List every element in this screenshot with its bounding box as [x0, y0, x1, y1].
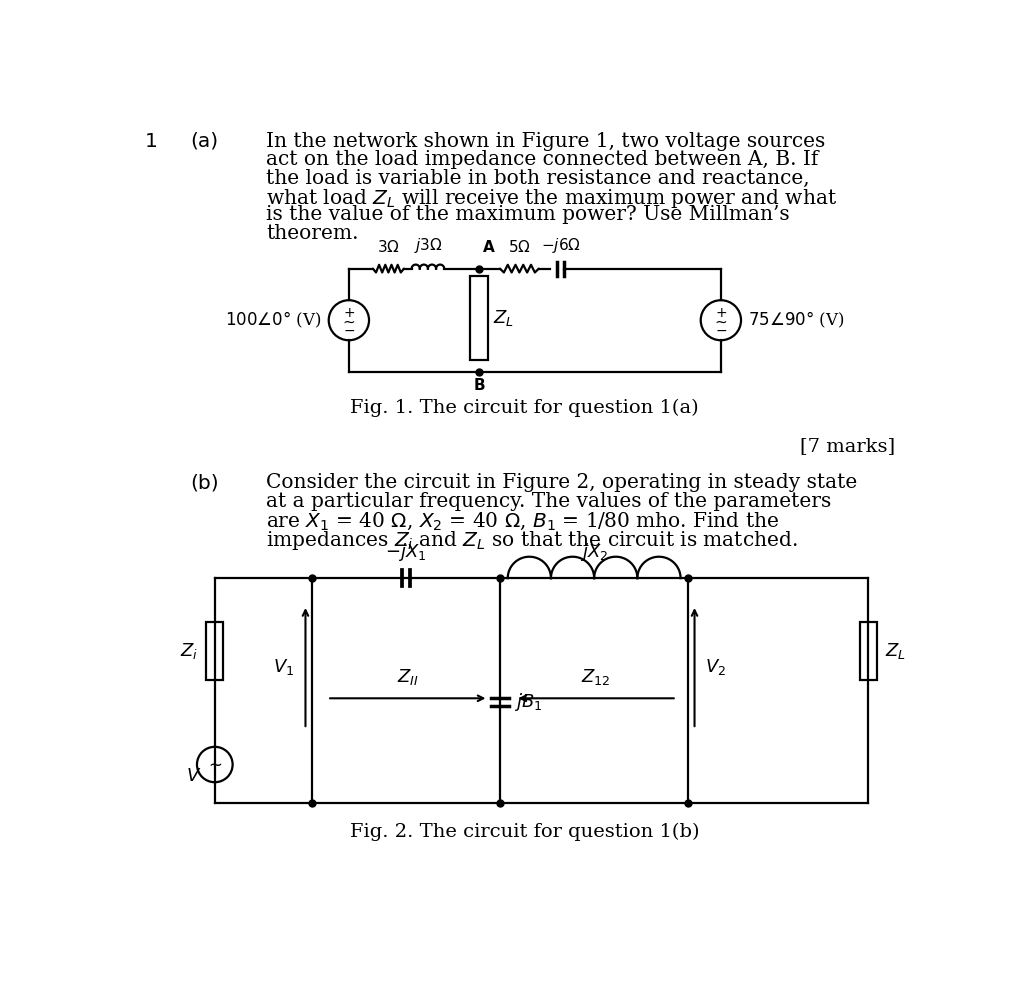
- Text: [7 marks]: [7 marks]: [800, 438, 895, 455]
- Text: $Z_L$: $Z_L$: [885, 641, 906, 661]
- Text: (a): (a): [190, 131, 218, 150]
- Text: $75\angle90°$ (V): $75\angle90°$ (V): [748, 310, 845, 331]
- Text: 5$\Omega$: 5$\Omega$: [508, 238, 530, 255]
- Text: the load is variable in both resistance and reactance,: the load is variable in both resistance …: [266, 169, 810, 187]
- Text: −: −: [715, 324, 727, 338]
- Text: impedances $Z_i$ and $Z_L$ so that the circuit is matched.: impedances $Z_i$ and $Z_L$ so that the c…: [266, 529, 798, 552]
- Bar: [859, 622, 877, 680]
- Text: $jX_2$: $jX_2$: [581, 541, 608, 563]
- Text: B: B: [473, 378, 485, 393]
- Text: $Z_L$: $Z_L$: [493, 308, 514, 329]
- Text: $jB_1$: $jB_1$: [514, 692, 542, 713]
- Text: +: +: [343, 305, 354, 320]
- Text: −: −: [343, 324, 354, 338]
- Text: Fig. 1. The circuit for question 1(a): Fig. 1. The circuit for question 1(a): [350, 398, 699, 417]
- Text: V: V: [187, 767, 200, 785]
- Text: $Z_{II}$: $Z_{II}$: [397, 667, 419, 687]
- Text: Fig. 2. The circuit for question 1(b): Fig. 2. The circuit for question 1(b): [350, 822, 699, 841]
- Text: $100\angle0°$ (V): $100\angle0°$ (V): [225, 310, 322, 331]
- Text: theorem.: theorem.: [266, 224, 358, 243]
- Text: 1: 1: [145, 131, 158, 150]
- Text: A: A: [483, 239, 495, 255]
- Text: 3$\Omega$: 3$\Omega$: [377, 238, 399, 255]
- Text: ∼: ∼: [208, 755, 222, 774]
- Text: $Z_i$: $Z_i$: [179, 641, 198, 661]
- Text: +: +: [715, 305, 727, 320]
- Text: In the network shown in Figure 1, two voltage sources: In the network shown in Figure 1, two vo…: [266, 131, 825, 150]
- Text: $-jX_1$: $-jX_1$: [385, 541, 426, 563]
- Text: act on the load impedance connected between A, B. If: act on the load impedance connected betw…: [266, 150, 818, 169]
- Text: (b): (b): [190, 474, 219, 492]
- Text: ∼: ∼: [342, 314, 355, 330]
- Text: ∼: ∼: [715, 314, 727, 330]
- Text: $V_1$: $V_1$: [273, 657, 295, 677]
- Text: $V_2$: $V_2$: [706, 657, 726, 677]
- Text: what load $Z_L$ will receive the maximum power and what: what load $Z_L$ will receive the maximum…: [266, 187, 837, 210]
- Text: at a particular frequency. The values of the parameters: at a particular frequency. The values of…: [266, 491, 831, 511]
- Bar: [470, 277, 488, 360]
- Text: is the value of the maximum power? Use Millman’s: is the value of the maximum power? Use M…: [266, 205, 790, 225]
- Text: $-j6\Omega$: $-j6\Omega$: [541, 235, 581, 255]
- Text: Consider the circuit in Figure 2, operating in steady state: Consider the circuit in Figure 2, operat…: [266, 474, 857, 492]
- Text: are $X_1$ = 40 $\Omega$, $X_2$ = 40 $\Omega$, $B_1$ = 1/80 mho. Find the: are $X_1$ = 40 $\Omega$, $X_2$ = 40 $\Om…: [266, 510, 779, 532]
- Text: $j3\Omega$: $j3\Omega$: [414, 235, 442, 255]
- Bar: [206, 622, 223, 680]
- Text: $Z_{12}$: $Z_{12}$: [582, 667, 611, 687]
